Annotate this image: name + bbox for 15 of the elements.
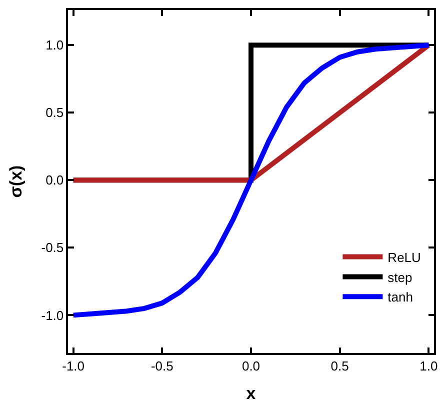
x-tick-label: 0.0 <box>242 358 260 374</box>
legend-label: step <box>388 270 412 285</box>
x-axis-title: x <box>246 384 256 404</box>
x-tick-label: 0.5 <box>330 358 349 374</box>
y-tick-label: 0.0 <box>46 172 64 188</box>
y-tick-label: -0.5 <box>41 240 64 256</box>
x-tick-label: -1.0 <box>62 358 85 374</box>
x-tick-label: -0.5 <box>150 358 174 374</box>
y-tick-label: 1.0 <box>46 38 64 53</box>
y-axis-title: σ(x) <box>6 165 26 198</box>
legend-label: tanh <box>388 290 413 305</box>
y-tick-label: 0.5 <box>46 105 64 120</box>
x-tick-label: 1.0 <box>420 358 438 374</box>
legend-label: ReLU <box>388 250 421 265</box>
y-tick-label: -1.0 <box>41 308 64 323</box>
